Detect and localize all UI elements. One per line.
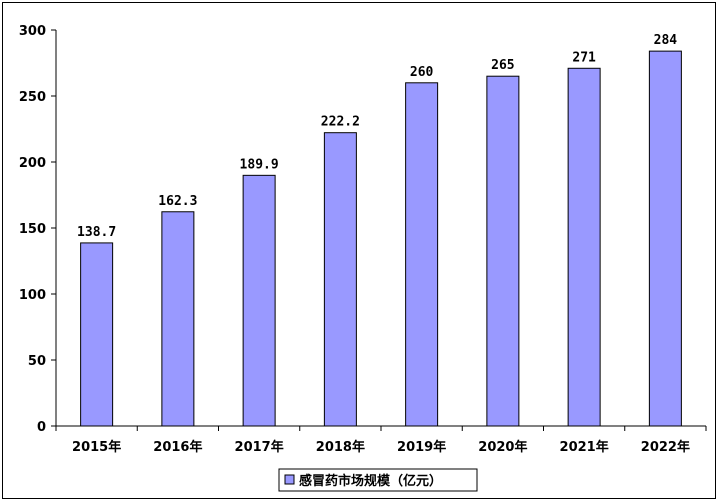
x-tick-label: 2015年 <box>72 439 121 455</box>
data-label: 265 <box>491 58 514 73</box>
bar <box>323 132 357 427</box>
y-axis-ticks: 0 50 100 150 200 250 300 <box>19 24 56 435</box>
bar <box>242 174 276 427</box>
bar <box>486 75 520 427</box>
data-label: 284 <box>654 33 678 48</box>
bar-series <box>80 50 682 427</box>
x-tick-label: 2018年 <box>316 439 365 455</box>
y-tick-label: 200 <box>19 156 46 171</box>
x-tick-label: 2017年 <box>235 439 284 455</box>
data-label: 222.2 <box>321 115 360 130</box>
bar <box>648 50 682 427</box>
x-tick-label: 2022年 <box>641 439 690 455</box>
y-tick-label: 100 <box>19 288 46 303</box>
x-tick-label: 2016年 <box>153 439 202 455</box>
data-labels: 138.7 162.3 189.9 222.2 260 265 271 284 <box>77 33 677 240</box>
x-tick-label: 2019年 <box>397 439 446 455</box>
y-tick-label: 300 <box>19 24 46 39</box>
legend-box <box>278 468 478 492</box>
legend-label: 感冒药市场规模（亿元） <box>299 473 442 489</box>
data-label: 138.7 <box>77 225 116 240</box>
x-tick-label: 2020年 <box>478 439 527 455</box>
legend: 感冒药市场规模（亿元） <box>278 468 478 492</box>
legend-swatch <box>284 474 295 485</box>
bar <box>567 67 601 427</box>
data-label: 260 <box>410 65 434 80</box>
x-tick-label: 2021年 <box>560 439 609 455</box>
y-tick-label: 50 <box>28 354 46 369</box>
data-label: 162.3 <box>158 194 197 209</box>
data-label: 271 <box>572 50 596 65</box>
bar <box>161 211 195 427</box>
y-tick-label: 250 <box>19 90 46 105</box>
data-label: 189.9 <box>240 157 279 172</box>
y-tick-label: 0 <box>37 420 46 435</box>
y-tick-label: 150 <box>19 222 46 237</box>
x-axis-ticks: 2015年 2016年 2017年 2018年 2019年 2020年 2021年 2022年 <box>55 426 707 455</box>
bar <box>405 82 439 427</box>
bar <box>80 242 114 427</box>
